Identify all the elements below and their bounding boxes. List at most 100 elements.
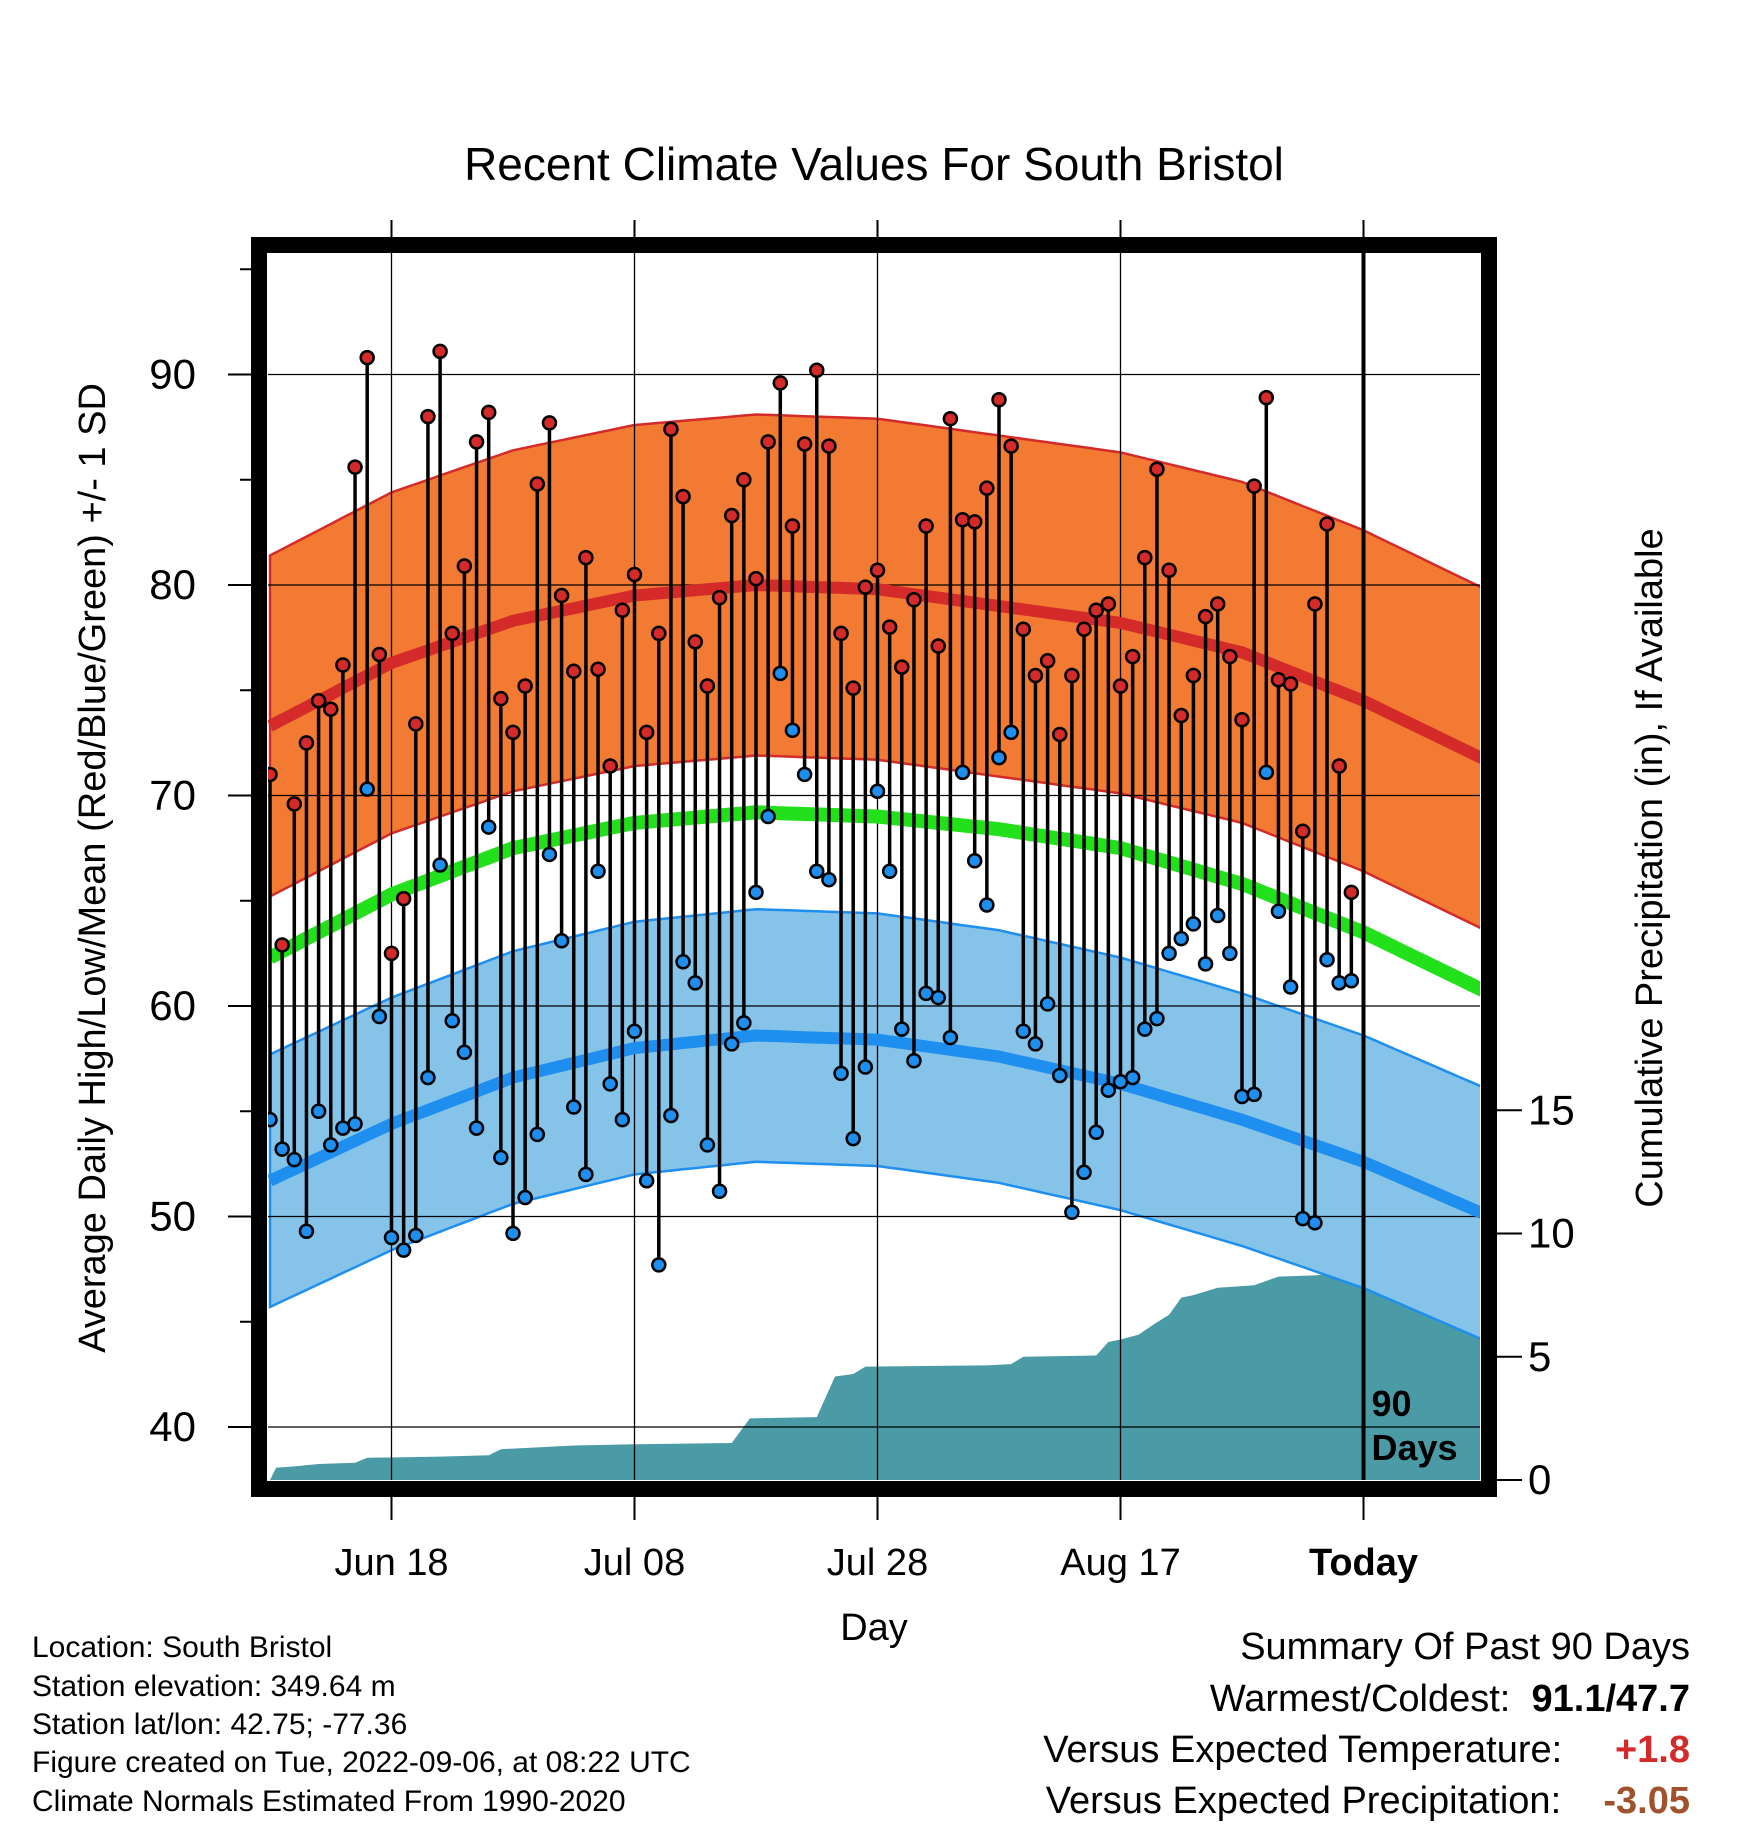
daily-high-point bbox=[1173, 707, 1189, 724]
y-tick-label: 90 bbox=[149, 351, 196, 398]
daily-high-point bbox=[1222, 648, 1238, 665]
daily-low-point bbox=[590, 863, 606, 880]
daily-low-point bbox=[1234, 1088, 1250, 1105]
daily-low-point bbox=[638, 1172, 655, 1189]
chart-title: Recent Climate Values For South Bristol bbox=[464, 138, 1284, 190]
high-sd-band bbox=[268, 413, 1480, 930]
daily-high-point bbox=[432, 343, 448, 360]
daily-high-point bbox=[359, 349, 375, 366]
summary-coldest: 47.7 bbox=[1616, 1678, 1690, 1720]
daily-high-point bbox=[1161, 562, 1177, 579]
daily-high-point bbox=[274, 937, 290, 953]
y2-tick-label: 10 bbox=[1528, 1210, 1575, 1257]
daily-low-point bbox=[845, 1130, 861, 1147]
daily-low-point bbox=[1307, 1215, 1323, 1231]
summary-precip-row: Versus Expected Precipitation: -3.05 bbox=[1046, 1782, 1690, 1820]
summary-temp-label: Versus Expected Temperature: bbox=[1043, 1729, 1563, 1771]
daily-low-point bbox=[663, 1107, 679, 1124]
daily-low-point bbox=[748, 884, 764, 901]
daily-high-point bbox=[918, 518, 934, 534]
daily-high-point bbox=[590, 661, 606, 677]
daily-high-point bbox=[480, 404, 497, 421]
x-tick-label: Jul 28 bbox=[827, 1542, 928, 1584]
daily-high-point bbox=[395, 890, 412, 907]
daily-low-point bbox=[1039, 996, 1056, 1012]
daily-high-point bbox=[614, 602, 631, 619]
daily-low-point bbox=[566, 1099, 582, 1115]
daily-low-point bbox=[991, 749, 1007, 766]
normal-low-line bbox=[268, 1029, 1480, 1219]
daily-low-point bbox=[1161, 945, 1177, 962]
x-tick-label: Today bbox=[1309, 1542, 1418, 1584]
daily-high-point bbox=[1246, 478, 1262, 494]
info-location: Location: South Bristol bbox=[32, 1631, 333, 1664]
daily-high-point bbox=[1112, 678, 1129, 694]
daily-high-point bbox=[529, 476, 546, 492]
y2-tick-label: 15 bbox=[1528, 1086, 1575, 1133]
daily-low-point bbox=[1270, 903, 1287, 920]
normal-mean-line bbox=[268, 805, 1480, 997]
daily-low-point bbox=[371, 1008, 388, 1025]
daily-low-point bbox=[966, 853, 983, 869]
daily-low-point bbox=[723, 1036, 740, 1052]
daily-high-point bbox=[468, 434, 485, 450]
daily-high-point bbox=[966, 514, 983, 530]
daily-low-point bbox=[268, 1111, 278, 1128]
daily-low-point bbox=[833, 1065, 849, 1082]
daily-low-point bbox=[979, 897, 995, 913]
summary-warm-cold-row: Warmest/Coldest: 91.1/47.7 bbox=[1210, 1680, 1690, 1718]
daily-high-point bbox=[760, 434, 776, 450]
daily-high-point bbox=[796, 436, 813, 452]
daily-high-point bbox=[566, 663, 582, 680]
daily-low-point bbox=[894, 1021, 910, 1037]
daily-low-point bbox=[310, 1103, 327, 1119]
daily-low-point bbox=[687, 975, 703, 991]
daily-low-point bbox=[1173, 930, 1189, 947]
daily-low-point bbox=[1246, 1086, 1262, 1103]
daily-low-point bbox=[541, 846, 558, 863]
daily-low-point bbox=[420, 1069, 436, 1086]
daily-high-point bbox=[1124, 648, 1141, 665]
daily-high-point bbox=[505, 724, 521, 741]
daily-low-point bbox=[347, 1116, 363, 1132]
daily-low-point bbox=[480, 819, 497, 835]
summary-precip-value: -3.05 bbox=[1603, 1780, 1690, 1822]
y2-tick-label: 0 bbox=[1528, 1456, 1551, 1503]
daily-low-point bbox=[1124, 1069, 1141, 1086]
daily-low-point bbox=[395, 1242, 412, 1258]
daily-low-point bbox=[1197, 956, 1214, 972]
daily-high-point bbox=[821, 438, 837, 454]
daily-low-point bbox=[809, 863, 825, 880]
daily-high-point bbox=[881, 619, 898, 635]
daily-high-point bbox=[784, 518, 801, 534]
daily-low-point bbox=[602, 1076, 618, 1092]
daily-low-point bbox=[493, 1149, 509, 1166]
daily-low-point bbox=[517, 1189, 533, 1206]
summary-warmest: 91.1 bbox=[1531, 1678, 1606, 1720]
info-normals: Climate Normals Estimated From 1990-2020 bbox=[32, 1785, 626, 1818]
daily-high-point bbox=[578, 549, 594, 566]
daily-high-point bbox=[286, 796, 303, 812]
y-tick-label: 70 bbox=[149, 772, 196, 819]
daily-high-point bbox=[541, 415, 558, 431]
daily-low-point bbox=[857, 1059, 874, 1075]
daily-high-point bbox=[1282, 676, 1299, 692]
daily-high-point bbox=[268, 766, 278, 783]
daily-high-point bbox=[1027, 667, 1044, 684]
daily-high-point bbox=[651, 625, 667, 642]
daily-low-point bbox=[942, 1029, 959, 1046]
info-created: Figure created on Tue, 2022-09-06, at 08… bbox=[32, 1746, 691, 1779]
summary-temp-row: Versus Expected Temperature: +1.8 bbox=[1043, 1731, 1690, 1769]
daily-low-point bbox=[578, 1166, 594, 1183]
daily-high-point bbox=[347, 459, 363, 475]
daily-high-point bbox=[310, 693, 327, 709]
daily-low-point bbox=[359, 781, 375, 797]
daily-low-point bbox=[1076, 1164, 1092, 1181]
daily-high-point bbox=[1209, 596, 1226, 612]
daily-low-point bbox=[1319, 951, 1335, 968]
daily-high-point bbox=[1052, 726, 1068, 743]
daily-high-point bbox=[906, 591, 922, 608]
daily-low-point bbox=[1088, 1124, 1104, 1141]
daily-high-point bbox=[772, 375, 789, 391]
